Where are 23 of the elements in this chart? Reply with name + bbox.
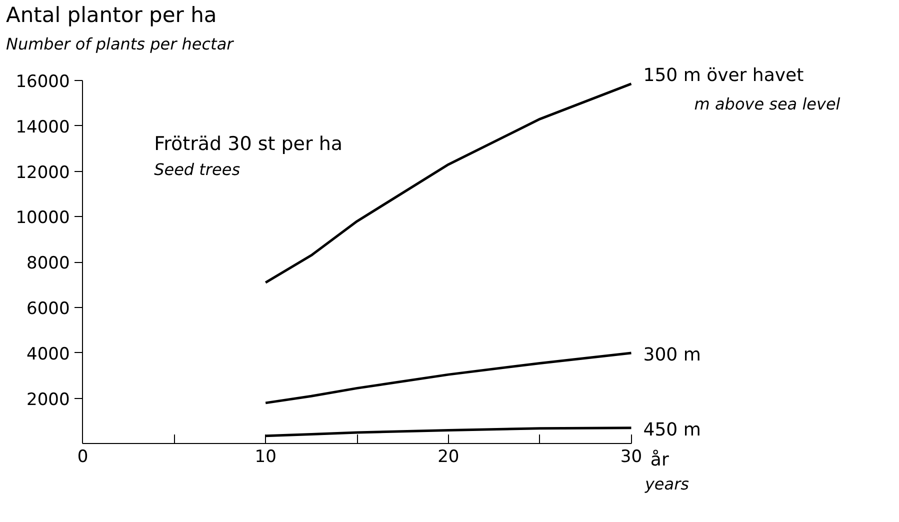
- series-label: 450 m: [643, 419, 701, 440]
- y-tick-label: 10000: [16, 208, 70, 228]
- x-tick-label: 30: [620, 446, 642, 467]
- x-tick-label: 0: [77, 446, 88, 467]
- y-tick-label: 16000: [16, 72, 70, 92]
- x-tick-label: 20: [438, 446, 460, 467]
- y-tick-label: 2000: [26, 390, 70, 410]
- annotation: Seed trees: [154, 160, 240, 179]
- y-tick-label: 4000: [26, 344, 70, 364]
- text: years: [644, 474, 689, 494]
- y-tick-label: 6000: [26, 299, 70, 320]
- text: Number of plants per hectar: [6, 34, 235, 54]
- annotation: Fröträd 30 st per ha: [154, 133, 343, 156]
- y-tick-label: 12000: [16, 162, 70, 183]
- y-tick-label: 8000: [26, 254, 70, 274]
- series-label: 300 m: [643, 344, 701, 366]
- y-tick-label: 14000: [16, 117, 70, 138]
- x-axis-title: år: [650, 450, 670, 471]
- line-series: [264, 352, 632, 404]
- y-axis-title: Antal plantor per ha: [6, 3, 217, 28]
- text: m above sea level: [694, 94, 841, 114]
- series-label: 150 m över havet: [643, 64, 804, 86]
- x-tick-label: 10: [254, 446, 276, 467]
